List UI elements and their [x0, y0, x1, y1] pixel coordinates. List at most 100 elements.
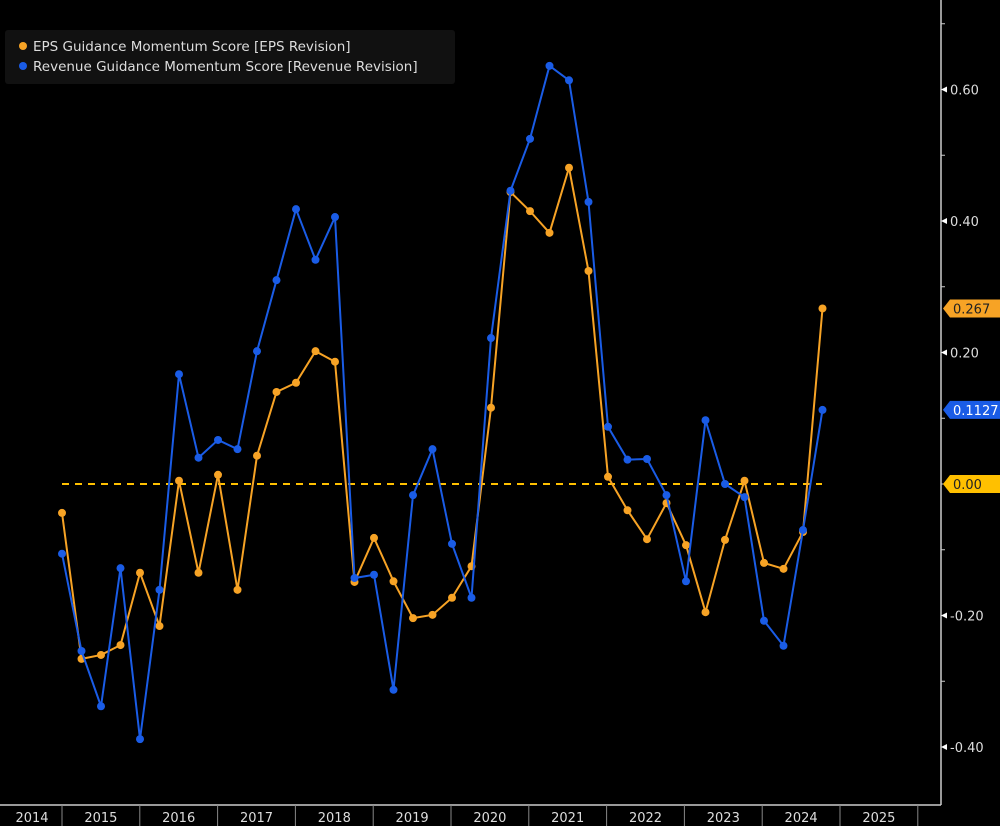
- data-point: [467, 593, 476, 602]
- data-point: [701, 608, 710, 617]
- data-point: [682, 577, 690, 586]
- legend-label: EPS Guidance Momentum Score [EPS Revisio…: [33, 39, 351, 55]
- data-point: [214, 435, 222, 444]
- data-point: [701, 416, 710, 425]
- data-point: [116, 564, 125, 573]
- data-point: [116, 641, 125, 650]
- data-point: [58, 508, 66, 517]
- data-point: [428, 445, 437, 454]
- data-point: [740, 493, 749, 502]
- zero-tag: 0.00: [943, 475, 1000, 493]
- data-point: [194, 453, 203, 462]
- data-point: [428, 610, 437, 619]
- data-point: [448, 539, 456, 548]
- data-point: [370, 533, 378, 542]
- x-year-label: 2019: [396, 811, 429, 826]
- data-point: [214, 470, 222, 479]
- data-point: [721, 480, 729, 488]
- last-value-tag-0: 0.267: [943, 299, 1000, 318]
- data-point: [682, 541, 690, 550]
- data-point: [799, 526, 807, 535]
- value-tag-bg: [943, 299, 1000, 318]
- data-point: [545, 228, 554, 237]
- data-point: [818, 405, 827, 414]
- data-point: [662, 491, 671, 500]
- data-point: [233, 585, 242, 594]
- x-year-label: 2018: [318, 811, 351, 826]
- data-point: [58, 549, 66, 558]
- y-tick-label: 0.40: [950, 215, 979, 230]
- data-point: [97, 650, 105, 659]
- data-point: [760, 616, 768, 625]
- data-point: [565, 76, 573, 85]
- y-tick-mark: [941, 86, 947, 93]
- data-point: [272, 276, 281, 285]
- data-point: [311, 347, 320, 356]
- x-year-label: 2017: [240, 811, 273, 826]
- data-point: [409, 491, 417, 500]
- data-point: [331, 213, 339, 222]
- legend-dot-icon: [19, 62, 27, 70]
- data-point: [253, 451, 261, 460]
- value-tag-label: 0.00: [953, 478, 982, 493]
- data-point: [623, 506, 632, 515]
- x-year-label: 2020: [473, 811, 506, 826]
- data-point: [292, 205, 300, 214]
- data-point: [487, 334, 495, 343]
- x-year-label: 2025: [862, 811, 895, 826]
- data-point: [779, 564, 788, 573]
- data-point: [409, 614, 417, 623]
- data-point: [526, 134, 534, 143]
- data-point: [350, 574, 359, 583]
- legend-item-eps[interactable]: EPS Guidance Momentum Score [EPS Revisio…: [19, 39, 351, 55]
- data-point: [643, 535, 651, 544]
- data-point: [331, 357, 339, 366]
- series-line-1: [61, 64, 824, 740]
- legend-item-revenue[interactable]: Revenue Guidance Momentum Score [Revenue…: [19, 59, 418, 75]
- data-point: [233, 445, 242, 454]
- data-point: [545, 61, 554, 70]
- data-point: [487, 403, 495, 412]
- value-tag-bg: [943, 475, 1000, 493]
- legend: EPS Guidance Momentum Score [EPS Revisio…: [5, 30, 455, 84]
- data-point: [136, 735, 144, 744]
- data-point: [155, 622, 164, 631]
- data-point: [760, 558, 768, 567]
- x-year-label: 2021: [551, 811, 584, 826]
- x-year-label: 2024: [785, 811, 818, 826]
- data-point: [721, 535, 729, 544]
- value-tag-label: 0.267: [953, 302, 990, 317]
- data-point: [506, 186, 515, 195]
- y-tick-mark: [941, 218, 947, 224]
- data-point: [623, 455, 632, 464]
- data-point: [370, 570, 378, 579]
- y-tick-mark: [941, 612, 947, 619]
- x-year-label: 2016: [162, 811, 195, 826]
- data-point: [155, 585, 164, 594]
- data-point: [643, 455, 651, 464]
- legend-label: Revenue Guidance Momentum Score [Revenue…: [33, 59, 418, 75]
- x-year-label: 2014: [15, 811, 48, 826]
- data-point: [389, 685, 398, 694]
- y-tick-label: 0.20: [950, 347, 979, 362]
- data-point: [389, 577, 398, 586]
- y-tick-mark: [941, 349, 947, 356]
- data-point: [272, 387, 281, 396]
- y-tick-label: -0.40: [950, 741, 984, 756]
- data-point: [604, 422, 612, 431]
- data-point: [604, 472, 612, 481]
- x-year-label: 2015: [84, 811, 117, 826]
- data-point: [565, 163, 573, 172]
- y-tick-label: -0.20: [950, 610, 984, 625]
- data-point: [175, 476, 183, 485]
- last-value-tag-1: 0.1127: [943, 400, 1000, 419]
- data-point: [77, 647, 86, 656]
- data-point: [448, 593, 456, 602]
- x-year-label: 2023: [707, 811, 740, 826]
- x-year-label: 2022: [629, 811, 662, 826]
- data-point: [584, 197, 593, 206]
- data-point: [740, 476, 749, 485]
- value-tag-bg: [943, 400, 1000, 419]
- legend-dot-icon: [19, 42, 27, 50]
